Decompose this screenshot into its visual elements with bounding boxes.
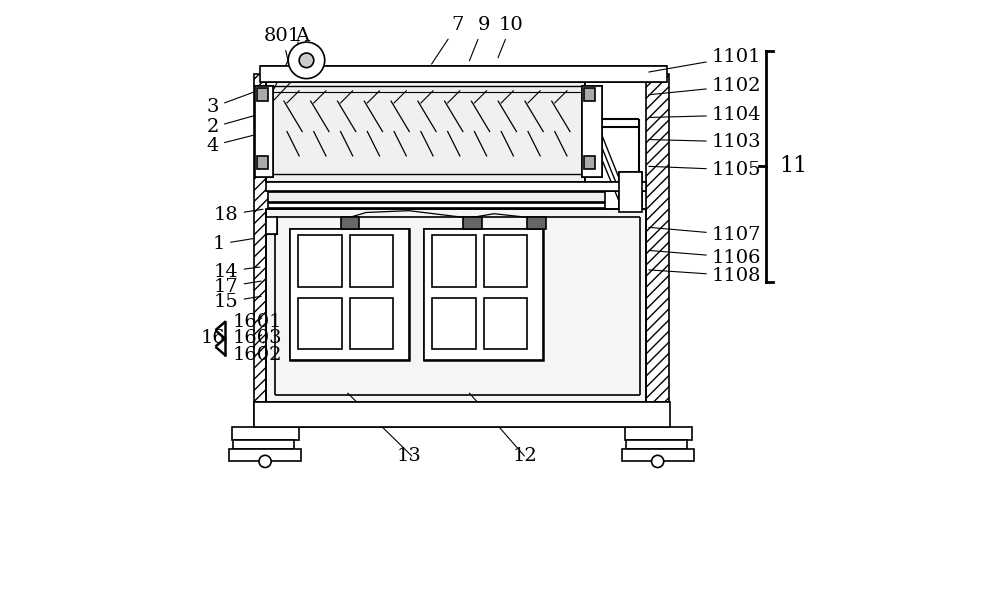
Text: 16: 16 [201, 329, 225, 348]
Text: 17: 17 [214, 278, 261, 296]
Bar [584, 88, 595, 101]
Bar [432, 298, 476, 350]
Text: 7: 7 [432, 16, 464, 64]
Text: 13: 13 [397, 447, 421, 465]
Text: 2: 2 [207, 114, 260, 136]
Bar [257, 88, 268, 101]
Bar [268, 203, 605, 207]
Text: 9: 9 [469, 16, 490, 61]
Text: 14: 14 [214, 262, 260, 281]
Text: 1101: 1101 [649, 48, 761, 72]
Bar [484, 235, 527, 287]
Bar [484, 235, 527, 287]
Bar [350, 298, 393, 350]
Bar [232, 427, 299, 440]
Bar [298, 235, 342, 287]
Text: 1106: 1106 [649, 248, 761, 267]
Bar [622, 449, 694, 461]
Bar [582, 86, 602, 177]
Bar [463, 217, 482, 229]
Bar [484, 298, 527, 350]
Bar [255, 86, 273, 177]
Bar [298, 298, 342, 350]
Bar [268, 192, 605, 201]
Bar [432, 235, 476, 287]
Bar [290, 229, 409, 360]
Bar [350, 298, 393, 350]
Text: 801: 801 [264, 27, 301, 66]
Circle shape [288, 42, 325, 79]
Bar [584, 156, 595, 170]
Bar [254, 74, 281, 451]
Bar [266, 217, 277, 234]
Bar [266, 82, 585, 182]
Bar [229, 449, 301, 461]
Bar [432, 298, 476, 350]
Bar [257, 156, 268, 170]
Text: 4: 4 [207, 134, 258, 154]
Bar [298, 235, 342, 287]
Bar [527, 217, 546, 229]
Bar [298, 298, 342, 350]
Text: A: A [295, 27, 309, 45]
Bar [582, 86, 602, 177]
Text: 1107: 1107 [649, 226, 761, 244]
Text: 12: 12 [512, 447, 537, 465]
Bar [266, 209, 646, 403]
Bar [266, 182, 646, 191]
Text: 3: 3 [207, 88, 263, 116]
Text: 11: 11 [779, 155, 808, 178]
Text: 1601: 1601 [232, 313, 282, 331]
Bar [254, 403, 670, 427]
Bar [290, 229, 409, 360]
Text: 1: 1 [213, 235, 254, 253]
Circle shape [259, 455, 271, 467]
Bar [626, 440, 687, 449]
Circle shape [299, 53, 314, 68]
Bar [625, 427, 692, 440]
Bar [646, 74, 669, 409]
Bar [484, 298, 527, 350]
Bar [341, 217, 359, 229]
Bar [260, 66, 667, 82]
Bar [350, 235, 393, 287]
Text: 1602: 1602 [232, 342, 282, 364]
Bar [255, 86, 273, 177]
Bar [266, 217, 277, 234]
Text: 1603: 1603 [232, 329, 282, 348]
Text: 1105: 1105 [649, 161, 761, 179]
Bar [233, 440, 294, 449]
Text: 15: 15 [214, 293, 261, 311]
Bar [619, 172, 642, 212]
Text: 10: 10 [498, 16, 524, 58]
Bar [424, 229, 543, 360]
Circle shape [652, 455, 664, 467]
Text: 1102: 1102 [649, 77, 761, 95]
Bar [432, 235, 476, 287]
Text: 18: 18 [214, 206, 263, 224]
Text: 1108: 1108 [649, 267, 761, 285]
Bar [424, 229, 543, 360]
Text: 1103: 1103 [649, 133, 761, 151]
Bar [350, 235, 393, 287]
Bar [619, 172, 642, 212]
Text: 1104: 1104 [649, 106, 761, 124]
